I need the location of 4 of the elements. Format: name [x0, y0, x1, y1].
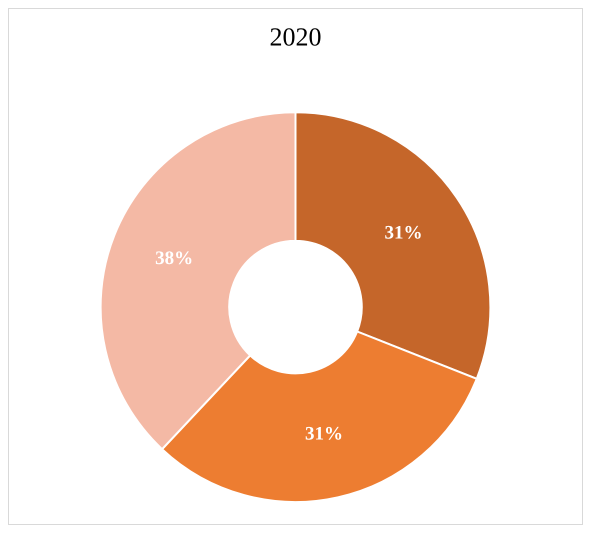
data-label: 31% [304, 423, 343, 444]
data-label: 31% [384, 222, 423, 244]
chart-title: 2020 [270, 22, 322, 52]
data-label: 38% [155, 248, 194, 269]
